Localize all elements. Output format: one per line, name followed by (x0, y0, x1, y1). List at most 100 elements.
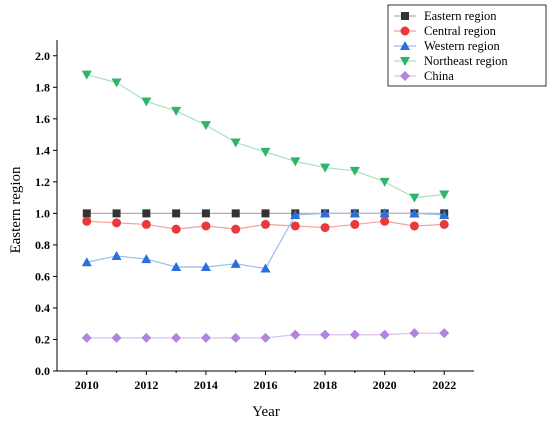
legend-item: Central region (394, 24, 497, 38)
data-point (290, 221, 300, 231)
y-tick-label: 1.0 (35, 206, 50, 220)
legend-item: Eastern region (394, 9, 497, 23)
x-tick-label: 2012 (134, 378, 158, 392)
data-point (111, 78, 122, 88)
data-point (112, 218, 122, 228)
series-china (81, 328, 450, 343)
series-line (86, 74, 445, 199)
legend-label: Eastern region (424, 9, 497, 23)
data-point (230, 332, 241, 343)
legend-item: Northeast region (394, 54, 508, 68)
data-point (320, 163, 331, 173)
data-point (171, 261, 182, 271)
data-point (320, 223, 330, 233)
data-point (409, 221, 419, 231)
data-point (81, 257, 92, 267)
data-point (141, 332, 152, 343)
legend-label: China (424, 69, 454, 83)
series-layer (81, 70, 450, 343)
axes: 0.0 0.2 0.4 0.6 0.8 1.0 1.2 1.4 1.6 1.8 2.0 2010 201… (35, 40, 474, 392)
data-point (201, 209, 210, 218)
data-point (171, 224, 181, 234)
data-point (82, 209, 91, 218)
y-tick-label: 1.6 (35, 112, 50, 126)
series-northeast-region (81, 70, 450, 203)
data-point (141, 97, 152, 107)
data-point (439, 328, 450, 339)
y-tick-label: 1.2 (35, 175, 50, 189)
data-point (409, 328, 420, 339)
data-point (439, 190, 450, 200)
data-point (82, 216, 92, 226)
legend-label: Western region (424, 39, 500, 53)
x-tick-label: 2018 (313, 378, 337, 392)
y-tick-label: 1.8 (35, 80, 50, 94)
data-point (379, 208, 390, 218)
y-tick-label: 0.4 (35, 301, 50, 315)
x-tick-label: 2020 (373, 378, 397, 392)
data-point (200, 332, 211, 343)
data-point (112, 209, 121, 218)
legend-marker (400, 57, 410, 66)
data-point (171, 332, 182, 343)
data-point (111, 332, 122, 343)
data-point (320, 329, 331, 340)
data-point (349, 166, 360, 176)
data-point (81, 70, 92, 80)
data-point (141, 254, 152, 264)
data-point (439, 209, 450, 219)
data-point (81, 332, 92, 343)
data-point (260, 147, 271, 157)
y-tick-label: 2.0 (35, 49, 50, 63)
legend-item: China (394, 69, 454, 83)
legend-item: Western region (394, 39, 500, 53)
y-tick-label: 0.2 (35, 332, 50, 346)
data-point (290, 329, 301, 340)
data-point (260, 332, 271, 343)
legend-label: Northeast region (424, 54, 508, 68)
x-tick-label: 2014 (194, 378, 218, 392)
data-point (409, 208, 420, 218)
x-tick-label: 2010 (75, 378, 99, 392)
y-tick-label: 0.6 (35, 269, 50, 283)
data-point (439, 219, 449, 229)
x-tick-label: 2022 (432, 378, 456, 392)
data-point (260, 263, 271, 273)
data-point (320, 208, 331, 218)
data-point (111, 250, 122, 260)
data-point (200, 261, 211, 271)
series-central-region (82, 216, 449, 234)
legend-marker (401, 12, 409, 20)
data-point (379, 329, 390, 340)
legend-label: Central region (424, 24, 497, 38)
data-point (350, 219, 360, 229)
data-point (142, 209, 151, 218)
data-point (349, 329, 360, 340)
data-point (231, 209, 240, 218)
data-point (380, 216, 390, 226)
data-point (290, 157, 301, 167)
series-western-region (81, 208, 450, 273)
legend-marker (400, 71, 410, 81)
y-tick-label: 1.4 (35, 143, 50, 157)
data-point (200, 121, 211, 131)
data-point (231, 224, 241, 234)
data-point (230, 258, 241, 268)
data-point (230, 138, 241, 148)
data-point (379, 177, 390, 187)
y-axis-title: Eastern region (8, 166, 24, 254)
legend-marker (400, 26, 410, 36)
data-point (171, 106, 182, 116)
data-point (141, 219, 151, 229)
x-tick-label: 2016 (254, 378, 278, 392)
x-axis-title: Year (252, 404, 280, 420)
data-point (172, 209, 181, 218)
data-point (261, 219, 270, 229)
y-tick-label: 0.8 (35, 238, 50, 252)
data-point (290, 209, 301, 219)
data-point (349, 208, 360, 218)
y-tick-label: 0.0 (35, 364, 50, 378)
data-point (409, 193, 420, 203)
